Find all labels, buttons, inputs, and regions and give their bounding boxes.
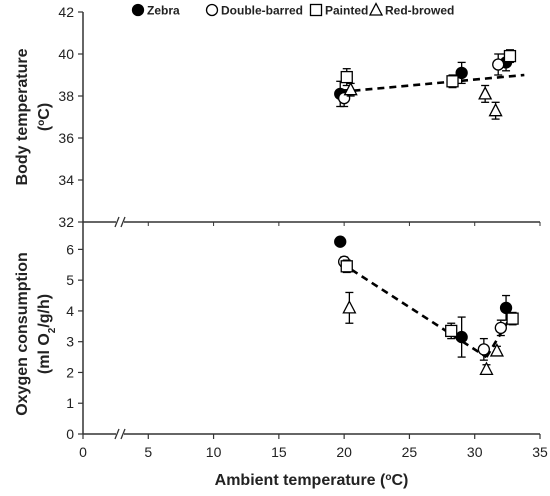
bottom-point-zebra bbox=[455, 330, 468, 344]
axis-break-mark bbox=[120, 428, 126, 440]
y-tick-label: 6 bbox=[66, 241, 74, 257]
x-tick-label: 20 bbox=[336, 444, 352, 460]
bottom-trendline bbox=[340, 262, 488, 359]
legend-label-double-barred: Double-barred bbox=[221, 4, 303, 18]
y-tick-label: 40 bbox=[58, 46, 74, 62]
bottom-point-red-browed bbox=[342, 299, 357, 314]
legend-marker-painted bbox=[309, 3, 323, 17]
y-tick-label: 36 bbox=[58, 130, 74, 146]
bottom-point-double-barred bbox=[494, 321, 507, 334]
y-tick-label: 32 bbox=[58, 214, 74, 230]
bottom-point-red-browed bbox=[479, 361, 494, 376]
legend-marker-zebra bbox=[131, 3, 145, 17]
legend-marker-double-barred bbox=[205, 3, 219, 17]
x-tick-label: 15 bbox=[271, 444, 287, 460]
top-trendline bbox=[341, 73, 525, 94]
bottom-point-zebra bbox=[334, 235, 347, 248]
top-point-red-browed bbox=[343, 81, 358, 96]
top-point-red-browed bbox=[488, 102, 503, 117]
top-y-axis-title: Body temperature bbox=[14, 48, 31, 185]
y-tick-label: 1 bbox=[66, 395, 74, 411]
legend-label-painted: Painted bbox=[325, 4, 368, 18]
top-y-title-group: Body temperature (oC) bbox=[14, 48, 53, 185]
legend-marker-red-browed bbox=[368, 2, 384, 16]
y-tick-label: 42 bbox=[58, 4, 74, 20]
x-tick-label: 30 bbox=[467, 444, 483, 460]
x-tick-label: 5 bbox=[144, 444, 152, 460]
y-tick-label: 4 bbox=[66, 303, 74, 319]
y-tick-label: 0 bbox=[66, 426, 74, 442]
top-point-painted bbox=[340, 70, 353, 84]
legend-label-zebra: Zebra bbox=[147, 4, 180, 18]
top-point-painted bbox=[503, 49, 517, 63]
top-point-red-browed bbox=[478, 85, 493, 100]
y-tick-label: 38 bbox=[58, 88, 74, 104]
axis-break-gap bbox=[116, 216, 124, 228]
bottom-y-axis-unit: (ml O2/g/h) bbox=[36, 294, 58, 374]
bottom-y-title-group: Oxygen consumption (ml O2/g/h) bbox=[14, 252, 58, 416]
y-tick-label: 5 bbox=[66, 272, 74, 288]
bottom-point-painted bbox=[506, 312, 519, 325]
bottom-point-painted bbox=[445, 324, 458, 338]
x-tick-label: 0 bbox=[79, 444, 87, 460]
top-point-double-barred bbox=[492, 58, 505, 71]
bottom-point-double-barred bbox=[477, 343, 491, 356]
x-tick-label: 10 bbox=[206, 444, 222, 460]
legend-label-red-browed: Red-browed bbox=[385, 4, 454, 18]
x-tick-label: 35 bbox=[532, 444, 548, 460]
y-tick-label: 2 bbox=[66, 364, 74, 380]
top-y-axis-unit: (oC) bbox=[36, 103, 54, 131]
axis-break-gap bbox=[116, 428, 124, 440]
y-tick-label: 3 bbox=[66, 334, 74, 350]
bottom-y-axis-title: Oxygen consumption bbox=[14, 252, 31, 416]
top-point-zebra bbox=[455, 66, 468, 80]
y-tick-label: 34 bbox=[58, 172, 74, 188]
axis-break-mark bbox=[114, 216, 120, 228]
bottom-point-zebra bbox=[499, 301, 513, 314]
x-axis-title: Ambient temperature (oC) bbox=[215, 472, 409, 490]
axis-break-mark bbox=[120, 216, 126, 228]
bottom-point-painted bbox=[340, 260, 353, 273]
top-point-painted bbox=[446, 75, 459, 88]
bottom-point-red-browed bbox=[489, 343, 504, 357]
axis-break-mark bbox=[114, 428, 120, 440]
x-tick-label: 25 bbox=[402, 444, 418, 460]
